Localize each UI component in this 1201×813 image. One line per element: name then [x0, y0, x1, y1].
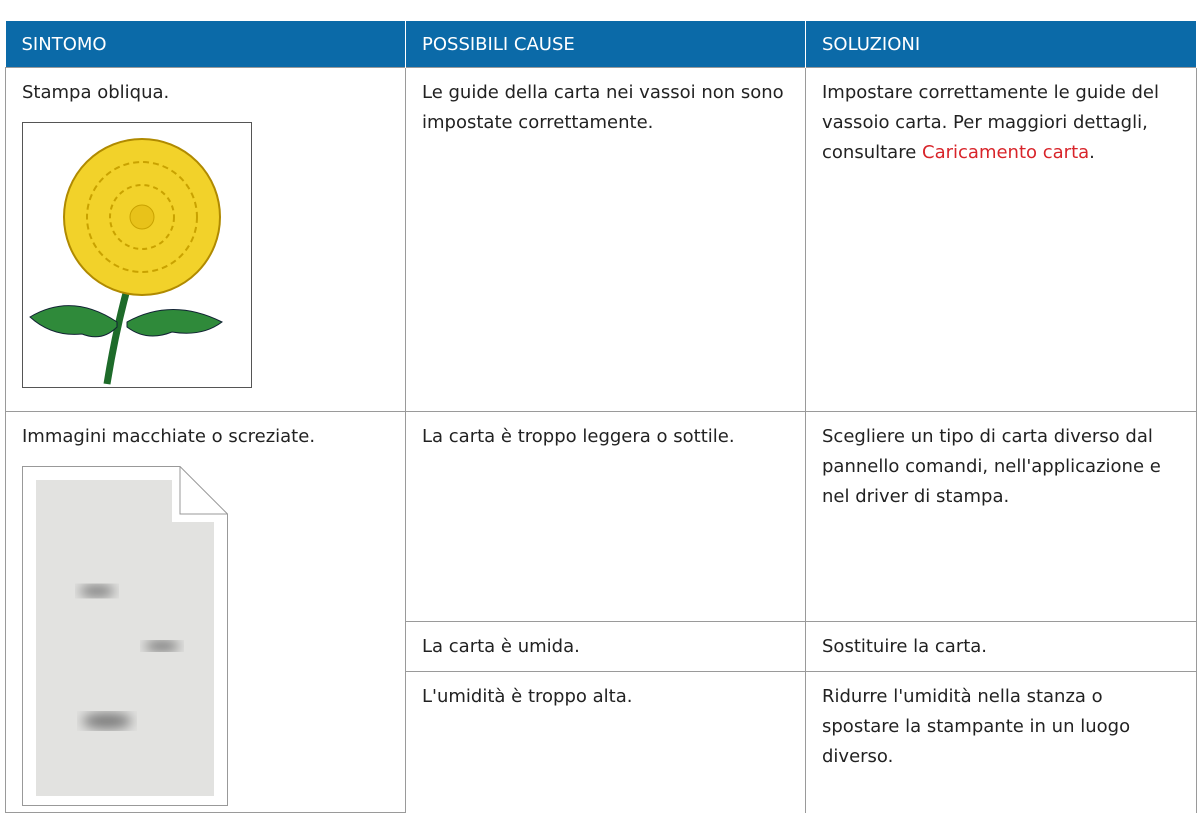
header-row: SINTOMO POSSIBILI CAUSE SOLUZIONI	[5, 21, 1197, 68]
table-row: Immagini macchiate o screziate. La carta…	[5, 411, 1197, 813]
smeared-print-image	[22, 466, 228, 806]
solution-cell: Scegliere un tipo di carta diverso dal p…	[805, 411, 1197, 622]
symptom-cell: Immagini macchiate o screziate.	[5, 411, 406, 813]
symptom-cell: Stampa obliqua.	[5, 67, 406, 412]
solution-text: Ridurre l'umidità nella stanza o spostar…	[822, 686, 1131, 768]
table-row: Stampa obliqua. Le guide della carta nei…	[5, 67, 1197, 412]
symptom-text: Immagini macchiate o screziate.	[22, 426, 316, 447]
link[interactable]: Caricamento carta	[922, 142, 1090, 163]
skewed-print-image	[22, 122, 252, 388]
cause-text: Le guide della carta nei vassoi non sono…	[422, 82, 784, 133]
solution-cell: Impostare correttamente le guide del vas…	[805, 67, 1197, 412]
cause-cell: La carta è troppo leggera o sottile.	[405, 411, 806, 622]
table-body: Stampa obliqua. Le guide della carta nei…	[5, 67, 1197, 813]
cause-text: La carta è troppo leggera o sottile.	[422, 426, 735, 447]
troubleshooting-table: SINTOMO POSSIBILI CAUSE SOLUZIONI Stampa o…	[5, 21, 1197, 813]
solution-cell: Sostituire la carta.	[805, 620, 1197, 673]
cause-text: La carta è umida.	[422, 635, 580, 657]
solution-text: Impostare correttamente le guide del vas…	[822, 82, 1159, 163]
solution-cell: Ridurre l'umidità nella stanza o spostar…	[805, 671, 1197, 813]
table-row: La carta è umida. Sostituire la carta.	[6, 620, 1197, 673]
solution-end: .	[1089, 142, 1095, 163]
solution-text: Scegliere un tipo di carta diverso dal p…	[822, 426, 1161, 507]
cause-text: L'umidità è troppo alta.	[422, 686, 633, 708]
cause-cell: La carta è umida.	[405, 620, 806, 673]
column-header: POSSIBILI CAUSE	[405, 21, 806, 68]
cause-cell: Le guide della carta nei vassoi non sono…	[405, 67, 806, 412]
page: SINTOMO POSSIBILI CAUSE SOLUZIONI Stampa o…	[5, 21, 1197, 813]
column-header: SINTOMO	[5, 21, 406, 68]
solution-text: Sostituire la carta.	[822, 635, 988, 657]
cause-cell: L'umidità è troppo alta.	[405, 671, 806, 813]
column-header: SOLUZIONI	[805, 21, 1197, 68]
symptom-text: Stampa obliqua.	[22, 82, 170, 103]
